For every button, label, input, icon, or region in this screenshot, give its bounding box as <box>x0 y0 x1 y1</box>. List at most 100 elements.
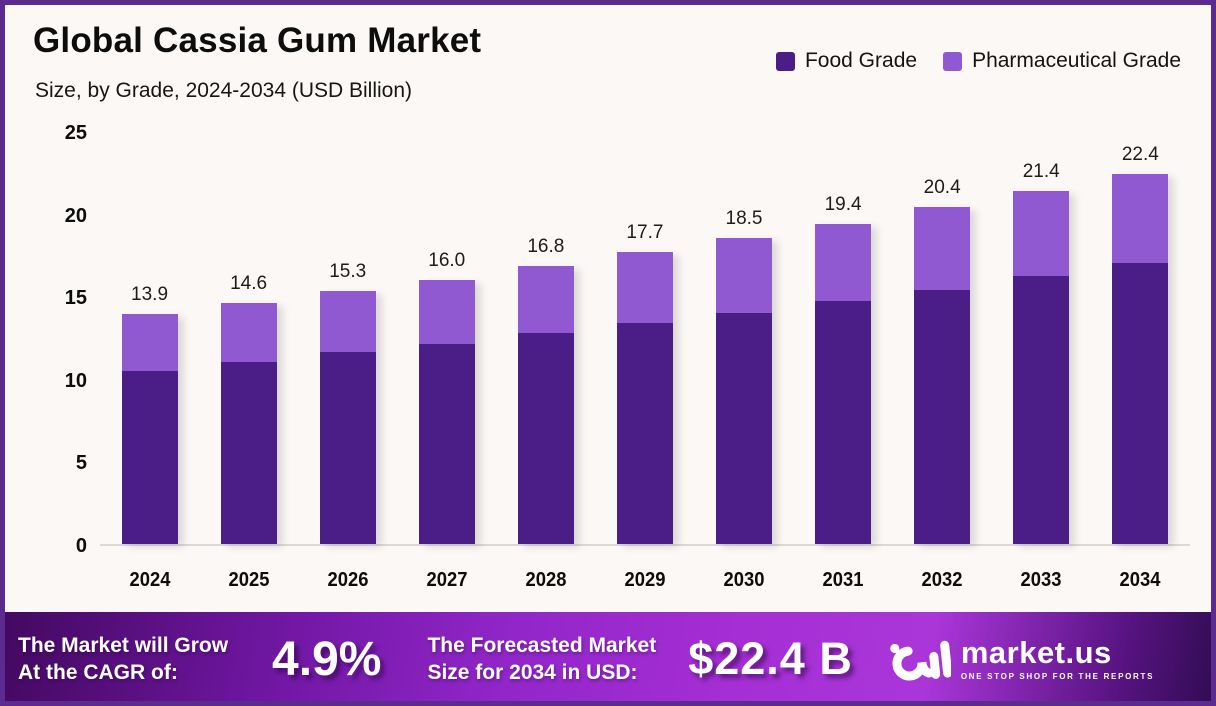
y-tick-label: 15 <box>64 287 87 310</box>
cagr-label-line1: The Market will Grow <box>18 633 229 657</box>
x-tick-label-2027: 2027 <box>426 569 468 591</box>
forecast-value: $22.4 B <box>688 633 853 684</box>
bar-segment-food-grade <box>517 332 574 544</box>
x-tick-label-2030: 2030 <box>723 569 765 591</box>
left-edge-notch <box>0 657 5 688</box>
legend-item-pharmaceutical-grade: Pharmaceutical Grade <box>943 49 1181 73</box>
bar-stack <box>1112 173 1169 544</box>
bar-segment-food-grade <box>914 289 971 544</box>
bar-2034: 22.4 <box>1112 144 1169 544</box>
bar-segment-food-grade <box>815 301 872 544</box>
bar-segment-pharmaceutical-grade <box>319 291 376 353</box>
bar-total-label: 20.4 <box>923 177 961 198</box>
bar-stack <box>914 207 971 544</box>
bar-stack <box>319 291 376 544</box>
bar-segment-pharmaceutical-grade <box>1112 173 1169 264</box>
bar-2024: 13.9 <box>121 284 178 544</box>
x-tick-label-2025: 2025 <box>228 569 270 591</box>
bar-2025: 14.6 <box>220 273 277 544</box>
forecast-label-line2: Size for 2034 in USD: <box>427 661 638 684</box>
brand-text: market.us ONE STOP SHOP FOR THE REPORTS <box>961 637 1154 681</box>
bar-segment-pharmaceutical-grade <box>517 266 574 333</box>
bar-stack <box>616 251 673 544</box>
bar-stack <box>716 238 772 544</box>
bar-2033: 21.4 <box>1013 161 1070 544</box>
bar-segment-pharmaceutical-grade <box>815 223 872 302</box>
brand-name: market.us <box>960 635 1112 670</box>
page-title: Global Cassia Gum Market <box>33 21 482 60</box>
bar-2026: 15.3 <box>319 261 376 544</box>
forecast-label: The Forecasted Market Size for 2034 in U… <box>427 632 656 687</box>
bar-segment-food-grade <box>418 344 475 544</box>
footer-banner: The Market will Grow At the CAGR of: 4.9… <box>0 612 1211 701</box>
bar-segment-food-grade <box>716 312 772 544</box>
bar-segment-food-grade <box>220 362 277 544</box>
food-grade-swatch-icon <box>775 51 795 71</box>
x-tick-label-2032: 2032 <box>921 569 963 591</box>
bar-total-label: 21.4 <box>1022 160 1060 182</box>
pharmaceutical-grade-swatch-icon <box>943 51 963 71</box>
bar-stack <box>121 314 178 544</box>
bar-total-label: 19.4 <box>824 193 862 215</box>
bar-segment-food-grade <box>1112 263 1169 544</box>
bar-2027: 16.0 <box>418 250 475 544</box>
y-tick-label: 25 <box>64 122 87 144</box>
forecast-label-line1: The Forecasted Market <box>427 633 657 657</box>
bar-segment-pharmaceutical-grade <box>716 238 772 313</box>
legend-label: Food Grade <box>804 49 918 72</box>
y-axis: 0 5 10 15 20 25 <box>35 122 87 557</box>
x-tick-label-2034: 2034 <box>1119 569 1161 591</box>
plot-area: 13.9 14.6 15.3 16.0 16.8 17.7 18.5 19.4 20.4 21.4… <box>100 133 1190 546</box>
bar-segment-food-grade <box>1013 276 1070 544</box>
bar-total-label: 17.7 <box>626 221 664 243</box>
bar-2028: 16.8 <box>517 236 574 544</box>
cagr-label: The Market will Grow At the CAGR of: <box>18 632 228 687</box>
bar-2029: 17.7 <box>616 222 673 544</box>
bar-segment-pharmaceutical-grade <box>616 251 673 323</box>
x-tick-label-2029: 2029 <box>624 569 666 591</box>
bar-stack <box>418 279 475 544</box>
cagr-value: 4.9% <box>272 632 382 686</box>
bar-total-label: 13.9 <box>131 284 169 306</box>
bar-series-container: 13.9 14.6 15.3 16.0 16.8 17.7 18.5 19.4 20.4 21.4… <box>100 133 1190 544</box>
legend-item-food-grade: Food Grade <box>775 49 918 73</box>
x-tick-label-2033: 2033 <box>1020 569 1062 591</box>
bar-total-label: 18.5 <box>725 208 763 230</box>
bar-segment-food-grade <box>121 370 178 544</box>
bar-segment-pharmaceutical-grade <box>121 314 178 371</box>
bar-2031: 19.4 <box>815 194 872 544</box>
bar-segment-pharmaceutical-grade <box>418 279 475 345</box>
bar-total-label: 14.6 <box>230 272 268 294</box>
bar-segment-food-grade <box>319 352 376 544</box>
x-tick-label-2026: 2026 <box>327 569 369 591</box>
bar-2030: 18.5 <box>716 208 772 544</box>
cagr-label-line2: At the CAGR of: <box>18 661 178 684</box>
bar-stack <box>517 266 574 544</box>
x-axis: 2024 2025 2026 2027 2028 2029 2030 2031 2032 2033… <box>100 569 1190 592</box>
y-tick-label: 20 <box>64 204 87 227</box>
bar-segment-pharmaceutical-grade <box>914 207 971 290</box>
y-tick-label: 5 <box>75 452 87 475</box>
bar-total-label: 16.8 <box>527 236 565 258</box>
bar-total-label: 16.0 <box>428 249 466 271</box>
x-tick-label-2031: 2031 <box>822 569 864 591</box>
chart-legend: Food Grade Pharmaceutical Grade <box>775 49 1181 73</box>
market-us-swirl-icon <box>889 640 951 681</box>
bar-stack <box>220 302 277 544</box>
x-tick-label-2024: 2024 <box>129 569 171 591</box>
y-tick-label: 0 <box>75 535 87 557</box>
bar-2032: 20.4 <box>914 177 971 544</box>
x-tick-label-2028: 2028 <box>525 569 567 591</box>
bar-segment-pharmaceutical-grade <box>1013 190 1070 277</box>
bar-stack <box>815 223 872 544</box>
brand-tagline: ONE STOP SHOP FOR THE REPORTS <box>960 672 1155 681</box>
bar-segment-food-grade <box>616 322 673 544</box>
y-tick-label: 10 <box>64 369 87 392</box>
bar-total-label: 22.4 <box>1121 143 1159 165</box>
page-subtitle: Size, by Grade, 2024-2034 (USD Billion) <box>35 79 413 102</box>
bar-segment-pharmaceutical-grade <box>220 302 277 363</box>
bar-total-label: 15.3 <box>329 261 367 283</box>
legend-label: Pharmaceutical Grade <box>972 49 1181 72</box>
brand-logo: market.us ONE STOP SHOP FOR THE REPORTS <box>889 633 1154 685</box>
